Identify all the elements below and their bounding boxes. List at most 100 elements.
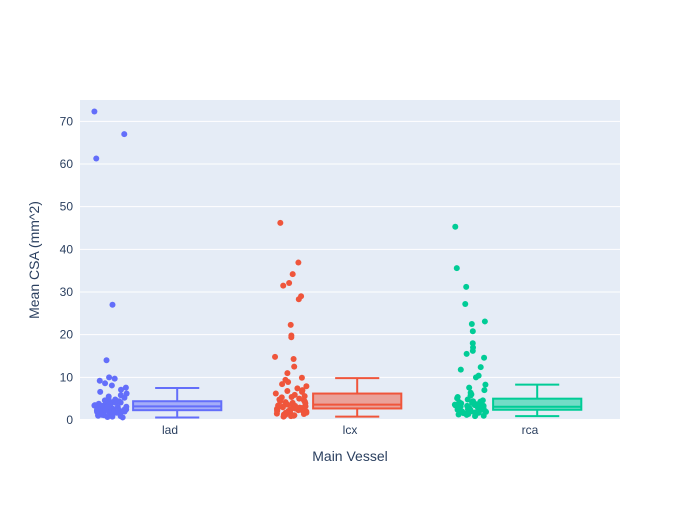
y-tick-label: 10 bbox=[60, 370, 74, 384]
trace-lad bbox=[91, 108, 223, 421]
data-point[interactable] bbox=[108, 382, 115, 389]
data-point[interactable] bbox=[296, 395, 303, 402]
data-point[interactable] bbox=[288, 413, 295, 420]
data-point[interactable] bbox=[109, 301, 116, 308]
data-point[interactable] bbox=[117, 399, 124, 406]
data-point[interactable] bbox=[121, 131, 128, 138]
data-point[interactable] bbox=[469, 347, 476, 354]
data-point[interactable] bbox=[477, 364, 484, 371]
x-tick-label: lcx bbox=[343, 423, 358, 437]
y-axis-title: Mean CSA (mm^2) bbox=[26, 201, 42, 319]
data-point[interactable] bbox=[481, 387, 488, 394]
gridlines bbox=[80, 120, 620, 421]
data-point[interactable] bbox=[96, 377, 103, 384]
data-point[interactable] bbox=[469, 340, 476, 347]
data-point[interactable] bbox=[295, 296, 302, 303]
x-tick-label: rca bbox=[522, 423, 539, 437]
box[interactable] bbox=[312, 392, 403, 410]
plot-background bbox=[80, 100, 620, 420]
data-point[interactable] bbox=[121, 394, 128, 401]
data-point[interactable] bbox=[284, 387, 291, 394]
data-point[interactable] bbox=[303, 383, 310, 390]
x-tick-labels: lad lcx rca bbox=[162, 423, 539, 437]
data-point[interactable] bbox=[302, 400, 309, 407]
y-tick-labels: 0 10 20 30 40 50 60 70 bbox=[60, 114, 74, 427]
data-point[interactable] bbox=[122, 384, 129, 391]
data-point[interactable] bbox=[463, 283, 470, 290]
data-point[interactable] bbox=[104, 414, 111, 421]
y-tick-label: 20 bbox=[60, 328, 74, 342]
data-point[interactable] bbox=[291, 363, 298, 370]
y-tick-label: 60 bbox=[60, 157, 74, 171]
data-point[interactable] bbox=[295, 259, 302, 266]
data-point[interactable] bbox=[110, 410, 117, 417]
data-point[interactable] bbox=[479, 406, 486, 413]
data-point[interactable] bbox=[303, 409, 310, 416]
data-point[interactable] bbox=[119, 414, 126, 421]
data-point[interactable] bbox=[469, 328, 476, 335]
data-point[interactable] bbox=[480, 412, 487, 419]
data-point[interactable] bbox=[455, 411, 462, 418]
data-point[interactable] bbox=[106, 374, 113, 381]
trace-lcx bbox=[272, 219, 403, 420]
data-point[interactable] bbox=[454, 406, 461, 413]
data-point[interactable] bbox=[102, 406, 109, 413]
data-point[interactable] bbox=[290, 355, 297, 362]
data-point[interactable] bbox=[458, 400, 465, 407]
data-point[interactable] bbox=[472, 374, 479, 381]
data-point[interactable] bbox=[472, 413, 479, 420]
y-tick-label: 40 bbox=[60, 242, 74, 256]
data-point[interactable] bbox=[467, 408, 474, 415]
data-point[interactable] bbox=[118, 386, 125, 393]
data-point[interactable] bbox=[482, 381, 489, 388]
data-point[interactable] bbox=[272, 353, 279, 360]
data-point[interactable] bbox=[462, 300, 469, 307]
data-point[interactable] bbox=[93, 155, 100, 162]
data-point[interactable] bbox=[284, 401, 291, 408]
data-point[interactable] bbox=[93, 407, 100, 414]
data-point[interactable] bbox=[298, 374, 305, 381]
data-point[interactable] bbox=[481, 354, 488, 361]
data-point[interactable] bbox=[277, 219, 284, 226]
data-point[interactable] bbox=[289, 271, 296, 278]
data-point[interactable] bbox=[97, 388, 104, 395]
data-point[interactable] bbox=[463, 350, 470, 357]
data-point[interactable] bbox=[453, 265, 460, 272]
data-point[interactable] bbox=[452, 223, 459, 230]
data-point[interactable] bbox=[460, 410, 467, 417]
y-tick-label: 50 bbox=[60, 200, 74, 214]
data-point[interactable] bbox=[468, 321, 475, 327]
data-point[interactable] bbox=[91, 108, 98, 115]
data-point[interactable] bbox=[280, 413, 287, 420]
data-point[interactable] bbox=[286, 280, 293, 287]
traces bbox=[91, 108, 583, 421]
data-point[interactable] bbox=[457, 366, 464, 373]
data-point[interactable] bbox=[102, 380, 109, 387]
data-point[interactable] bbox=[284, 370, 291, 377]
data-point[interactable] bbox=[288, 393, 295, 400]
box[interactable] bbox=[492, 397, 583, 411]
data-point[interactable] bbox=[473, 401, 480, 408]
data-point[interactable] bbox=[272, 390, 279, 397]
data-point[interactable] bbox=[280, 282, 287, 289]
data-point[interactable] bbox=[294, 405, 301, 412]
data-point[interactable] bbox=[111, 375, 118, 382]
y-tick-label: 30 bbox=[60, 285, 74, 299]
x-axis-title: Main Vessel bbox=[312, 448, 387, 464]
data-point[interactable] bbox=[287, 321, 294, 328]
data-point[interactable] bbox=[285, 379, 292, 386]
data-point[interactable] bbox=[103, 357, 110, 364]
y-tick-label: 70 bbox=[60, 114, 74, 128]
y-tick-label: 0 bbox=[66, 413, 73, 427]
data-point[interactable] bbox=[481, 318, 488, 325]
data-point[interactable] bbox=[294, 385, 301, 392]
x-tick-label: lad bbox=[162, 423, 178, 437]
data-point[interactable] bbox=[279, 381, 286, 388]
data-point[interactable] bbox=[288, 334, 295, 341]
data-point[interactable] bbox=[99, 411, 106, 418]
trace-rca bbox=[451, 223, 583, 420]
data-point[interactable] bbox=[466, 384, 473, 391]
data-point[interactable] bbox=[464, 396, 471, 403]
data-point[interactable] bbox=[274, 408, 281, 415]
